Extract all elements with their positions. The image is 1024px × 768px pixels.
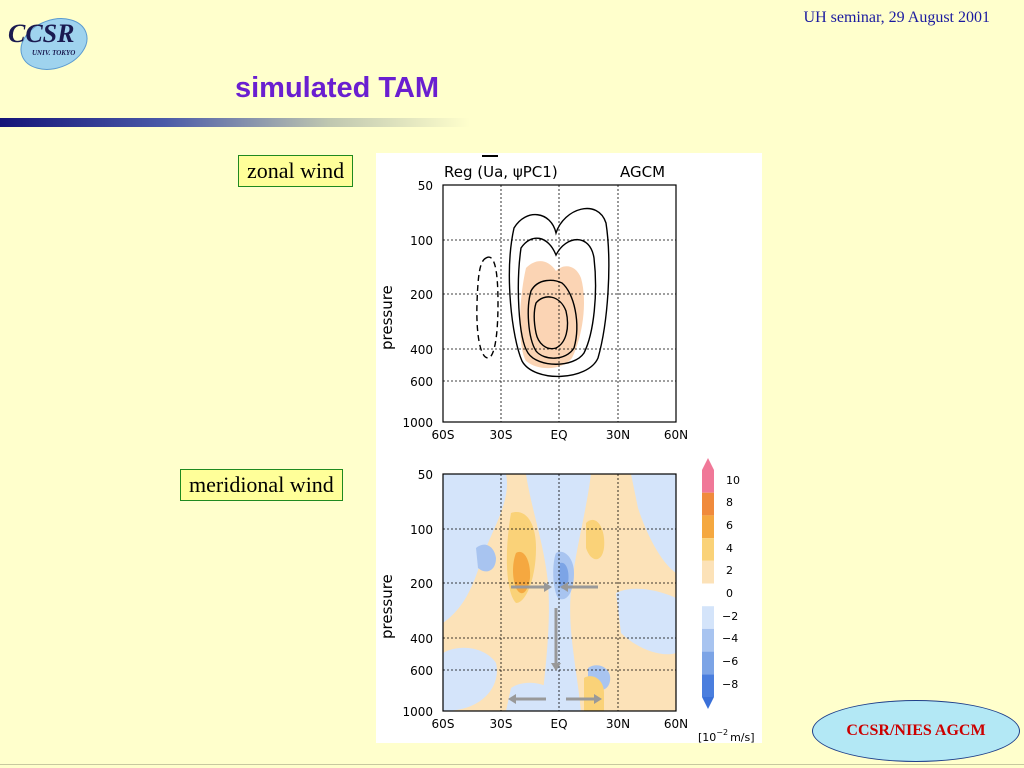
x-tick: 30N bbox=[606, 717, 630, 731]
figure-panel: Reg (Ua, ψPC1) AGCM bbox=[376, 153, 762, 744]
colorbar-swatch bbox=[702, 674, 714, 697]
top-axes-frame bbox=[442, 184, 677, 423]
logo-subtext: UNIV. TOKYO bbox=[32, 49, 75, 57]
colorbar-label: 2 bbox=[726, 564, 733, 577]
y-tick: 200 bbox=[410, 288, 433, 302]
y-tick: 400 bbox=[410, 632, 433, 646]
colorbar-label: −6 bbox=[722, 655, 738, 668]
colorbar-label: 0 bbox=[726, 587, 733, 600]
positive-shading bbox=[520, 261, 585, 369]
filled-contours bbox=[443, 474, 676, 711]
top-ylabel: pressure bbox=[378, 285, 396, 350]
colorbar-label: −4 bbox=[722, 632, 738, 645]
colorbar-labels: 10 8 6 4 2 0 −2 −4 −6 −8 bbox=[722, 474, 740, 691]
bottom-axes-frame bbox=[442, 473, 677, 712]
colorbar-swatch bbox=[702, 606, 714, 629]
meridional-wind-label: meridional wind bbox=[180, 469, 343, 501]
seminar-note: UH seminar, 29 August 2001 bbox=[803, 9, 990, 26]
colorbar-label: 4 bbox=[726, 542, 733, 555]
colorbar-swatch bbox=[702, 538, 714, 561]
y-tick: 400 bbox=[410, 343, 433, 357]
colorbar-bottom-arrow bbox=[702, 697, 714, 709]
top-x-ticks: 60S 30S EQ 30N 60N bbox=[432, 428, 689, 442]
x-tick: 60S bbox=[432, 428, 455, 442]
colorbar-swatch bbox=[702, 628, 714, 652]
top-grid bbox=[443, 185, 676, 422]
top-model-label: AGCM bbox=[620, 163, 665, 181]
colorbar-label: 6 bbox=[726, 519, 733, 532]
y-tick: 200 bbox=[410, 577, 433, 591]
footer-divider bbox=[0, 764, 1024, 765]
bottom-grid bbox=[443, 474, 676, 711]
x-tick: 30N bbox=[606, 428, 630, 442]
figure-svg: Reg (Ua, ψPC1) AGCM bbox=[378, 155, 755, 744]
top-contours bbox=[476, 207, 610, 378]
colorbar-swatch bbox=[702, 492, 714, 516]
bottom-y-ticks: 50 100 200 400 600 1000 bbox=[402, 468, 433, 719]
colorbar-label: −2 bbox=[722, 610, 738, 623]
top-y-ticks: 50 100 200 400 600 1000 bbox=[402, 179, 433, 430]
x-tick: 30S bbox=[490, 717, 513, 731]
title-divider bbox=[0, 118, 470, 127]
y-tick: 1000 bbox=[402, 416, 433, 430]
colorbar: 10 8 6 4 2 0 −2 −4 −6 −8 [10−2 m/s] bbox=[698, 458, 755, 744]
x-tick: 60S bbox=[432, 717, 455, 731]
y-tick: 1000 bbox=[402, 705, 433, 719]
y-tick: 50 bbox=[418, 468, 433, 482]
y-tick: 100 bbox=[410, 234, 433, 248]
colorbar-swatch bbox=[702, 470, 714, 493]
zonal-wind-chart: Reg (Ua, ψPC1) AGCM bbox=[378, 155, 689, 442]
colorbar-label: −8 bbox=[722, 678, 738, 691]
zonal-wind-label: zonal wind bbox=[238, 155, 354, 187]
meridional-wind-chart: 50 100 200 400 600 1000 60S 30S EQ 30N 6… bbox=[378, 458, 755, 744]
x-tick: 30S bbox=[490, 428, 513, 442]
bottom-x-ticks: 60S 30S EQ 30N 60N bbox=[432, 717, 689, 731]
model-badge: CCSR/NIES AGCM bbox=[812, 700, 1020, 762]
colorbar-label: 10 bbox=[726, 474, 740, 487]
y-tick: 50 bbox=[418, 179, 433, 193]
colorbar-swatch bbox=[702, 583, 714, 607]
x-tick: 60N bbox=[664, 717, 688, 731]
logo-text: CCSR bbox=[8, 19, 75, 48]
circulation-arrows bbox=[508, 582, 602, 704]
y-tick: 600 bbox=[410, 375, 433, 389]
bottom-ylabel: pressure bbox=[378, 574, 396, 639]
colorbar-swatch bbox=[702, 651, 714, 675]
colorbar-top-arrow bbox=[702, 458, 714, 470]
positive-anomaly-fill bbox=[520, 261, 585, 369]
colorbar-unit: [10−2 m/s] bbox=[698, 728, 755, 743]
x-tick: EQ bbox=[550, 717, 567, 731]
colorbar-swatch bbox=[702, 560, 714, 584]
slide-title: simulated TAM bbox=[235, 72, 440, 104]
colorbar-swatch bbox=[702, 515, 714, 539]
ccsr-logo: CCSR UNIV. TOKYO bbox=[8, 18, 88, 70]
y-tick: 600 bbox=[410, 664, 433, 678]
top-chart-title: Reg (Ua, ψPC1) bbox=[444, 163, 558, 181]
x-tick: 60N bbox=[664, 428, 688, 442]
x-tick: EQ bbox=[550, 428, 567, 442]
y-tick: 100 bbox=[410, 523, 433, 537]
colorbar-label: 8 bbox=[726, 496, 733, 509]
colorbar-swatches bbox=[702, 458, 714, 709]
